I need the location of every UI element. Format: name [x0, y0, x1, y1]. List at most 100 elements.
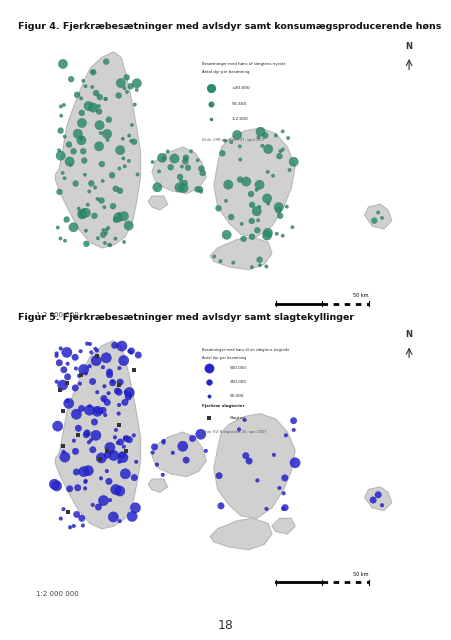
- Point: [70, 222, 77, 232]
- Point: [80, 205, 87, 215]
- Point: [130, 365, 138, 375]
- Point: [125, 156, 132, 166]
- Point: [177, 176, 184, 186]
- Point: [369, 495, 376, 505]
- Point: [91, 417, 98, 427]
- Point: [120, 211, 127, 221]
- Point: [106, 240, 114, 250]
- Point: [125, 131, 133, 141]
- Point: [57, 101, 64, 111]
- Point: [105, 240, 112, 250]
- Point: [92, 88, 99, 98]
- Point: [73, 409, 80, 419]
- Point: [72, 364, 79, 374]
- Point: [160, 436, 167, 446]
- Point: [59, 380, 66, 390]
- Point: [196, 184, 203, 195]
- Point: [70, 436, 77, 446]
- Polygon shape: [213, 128, 295, 237]
- Point: [72, 179, 79, 189]
- Polygon shape: [210, 237, 272, 269]
- Polygon shape: [210, 518, 272, 550]
- Point: [103, 466, 110, 476]
- Point: [193, 184, 201, 195]
- Point: [73, 509, 80, 520]
- Point: [53, 481, 60, 491]
- Point: [102, 228, 109, 238]
- Point: [120, 153, 127, 163]
- Polygon shape: [213, 414, 295, 518]
- Point: [130, 136, 138, 147]
- Point: [276, 146, 284, 156]
- Point: [105, 388, 112, 398]
- Point: [279, 504, 286, 514]
- Point: [281, 502, 288, 513]
- Point: [264, 228, 271, 238]
- Point: [73, 90, 80, 100]
- Point: [78, 403, 85, 413]
- Point: [116, 437, 124, 447]
- Point: [86, 339, 93, 349]
- Point: [175, 182, 183, 193]
- Point: [155, 166, 162, 177]
- Point: [242, 177, 249, 187]
- Point: [59, 59, 66, 69]
- Point: [57, 111, 64, 121]
- Point: [112, 484, 119, 495]
- Point: [255, 180, 262, 190]
- Point: [254, 215, 261, 225]
- Point: [60, 365, 67, 375]
- Point: [91, 211, 98, 221]
- Point: [374, 490, 381, 500]
- Point: [160, 437, 167, 447]
- Point: [83, 339, 91, 349]
- Point: [125, 435, 133, 445]
- Point: [99, 176, 106, 186]
- Point: [275, 151, 282, 161]
- Point: [134, 350, 142, 360]
- Point: [121, 161, 128, 172]
- Point: [110, 451, 117, 461]
- Point: [92, 430, 99, 440]
- Point: [114, 386, 121, 396]
- Point: [60, 504, 67, 515]
- Point: [132, 502, 139, 513]
- Point: [63, 348, 70, 358]
- Point: [193, 155, 201, 165]
- Point: [87, 348, 95, 358]
- Point: [59, 406, 66, 417]
- Point: [238, 219, 245, 229]
- Point: [107, 447, 115, 458]
- Point: [93, 406, 101, 417]
- Point: [73, 467, 80, 477]
- Point: [189, 433, 196, 444]
- Point: [91, 182, 98, 193]
- Point: [89, 67, 96, 77]
- Point: [54, 222, 61, 232]
- Point: [227, 137, 235, 147]
- Point: [93, 387, 101, 397]
- Point: [222, 230, 230, 240]
- Point: [255, 255, 262, 265]
- Point: [151, 442, 158, 452]
- Point: [257, 127, 264, 137]
- Point: [99, 230, 106, 240]
- Point: [78, 135, 85, 145]
- Point: [56, 385, 64, 395]
- Point: [253, 476, 260, 486]
- Text: 18: 18: [217, 620, 234, 632]
- Point: [95, 141, 102, 152]
- Point: [53, 348, 60, 358]
- Point: [111, 340, 118, 351]
- Point: [125, 346, 133, 356]
- Point: [60, 447, 67, 457]
- Point: [83, 428, 91, 438]
- Point: [87, 435, 94, 445]
- Polygon shape: [364, 204, 391, 228]
- Point: [55, 145, 63, 156]
- Point: [79, 146, 87, 156]
- Point: [101, 202, 108, 212]
- Point: [233, 130, 240, 140]
- Point: [61, 452, 68, 462]
- Point: [66, 156, 73, 166]
